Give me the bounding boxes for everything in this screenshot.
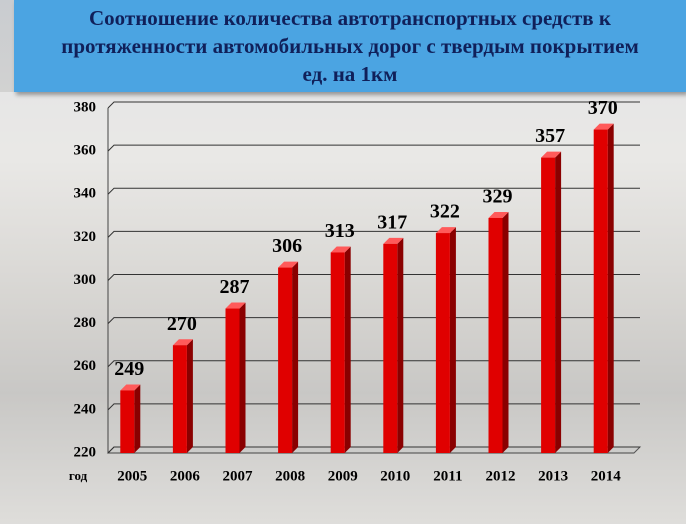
bar-top <box>593 123 614 130</box>
grid-line <box>107 446 640 454</box>
bar <box>330 252 345 453</box>
bar-top <box>120 384 141 391</box>
x-tick-label: 2012 <box>486 468 516 484</box>
bar-side <box>239 302 246 453</box>
bar-side <box>186 339 193 453</box>
bar <box>488 217 503 453</box>
x-tick-label: 2010 <box>380 468 410 484</box>
grid-line <box>107 101 640 109</box>
bar-side <box>555 151 562 453</box>
grid-line <box>107 230 640 238</box>
bar <box>541 157 556 453</box>
data-label: 322 <box>430 201 460 223</box>
grid-line <box>107 187 640 195</box>
grid-line <box>107 360 640 368</box>
x-tick-label: 2014 <box>591 468 622 484</box>
x-axis-label: год <box>69 468 88 483</box>
data-label: 306 <box>272 235 302 257</box>
data-label: 313 <box>325 220 355 242</box>
data-label: 329 <box>483 186 513 208</box>
y-tick-label: 360 <box>74 143 97 159</box>
bar <box>278 267 293 453</box>
bar-top <box>541 151 562 158</box>
y-tick-label: 260 <box>74 358 97 374</box>
data-label: 249 <box>114 358 144 380</box>
y-tick-label: 220 <box>74 444 97 460</box>
bar-side <box>502 211 509 453</box>
data-label: 370 <box>588 97 618 119</box>
bar <box>172 345 187 453</box>
bar-top <box>225 302 246 309</box>
x-tick-label: 2013 <box>538 468 568 484</box>
x-tick-label: 2005 <box>117 468 147 484</box>
y-tick-label: 380 <box>74 99 97 115</box>
y-tick-label: 240 <box>74 401 97 417</box>
data-label: 317 <box>377 211 407 233</box>
bar <box>225 308 240 453</box>
bar-top <box>172 339 193 346</box>
data-label: 357 <box>535 125 565 147</box>
bar-side <box>449 227 456 453</box>
bar-top <box>278 261 299 268</box>
bar <box>435 233 450 453</box>
chart-title: Соотношение количества автотранспортных … <box>14 0 686 92</box>
data-label: 270 <box>167 313 197 335</box>
y-tick-label: 340 <box>74 186 97 202</box>
bar-side <box>134 384 141 453</box>
grid-line <box>107 144 640 152</box>
grid-line <box>107 403 640 411</box>
bar-top <box>488 211 509 218</box>
bar-side <box>344 246 351 453</box>
bar-top <box>435 227 456 234</box>
bar <box>593 129 608 453</box>
bar-top <box>383 237 404 244</box>
x-tick-label: 2011 <box>433 468 462 484</box>
bar <box>383 243 398 453</box>
grid-line <box>107 317 640 324</box>
x-tick-label: 2006 <box>170 468 201 484</box>
bar-side <box>292 261 299 453</box>
y-tick-label: 280 <box>74 315 97 331</box>
x-tick-label: 2008 <box>275 468 305 484</box>
bar <box>120 390 135 453</box>
grid-line <box>107 274 640 281</box>
data-label: 287 <box>220 276 250 298</box>
x-tick-label: 2007 <box>223 468 254 484</box>
x-tick-label: 2009 <box>328 468 358 484</box>
bar-side <box>607 123 614 453</box>
bar-side <box>397 237 404 453</box>
bar-top <box>330 246 351 253</box>
y-tick-label: 320 <box>74 229 97 245</box>
y-tick-label: 300 <box>74 272 97 288</box>
